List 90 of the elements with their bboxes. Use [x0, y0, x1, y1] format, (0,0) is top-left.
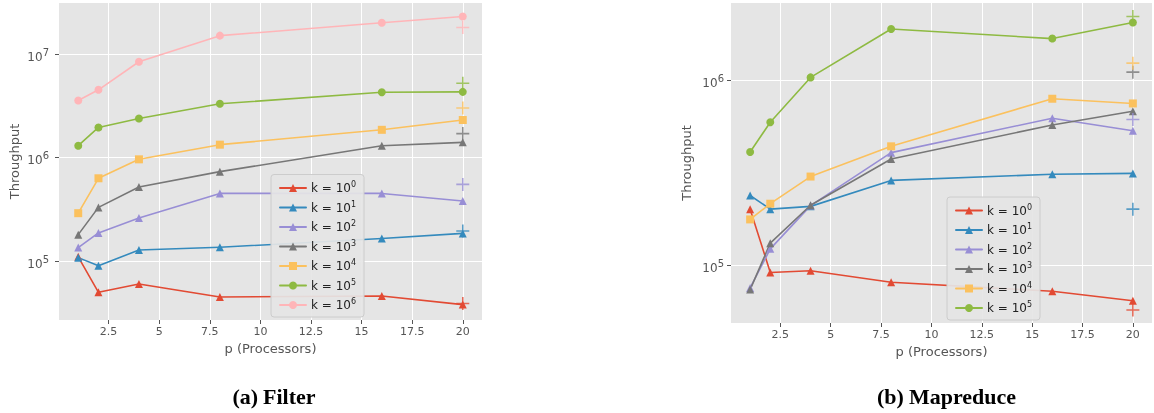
point	[377, 292, 386, 301]
point	[887, 155, 896, 164]
x-tick-label: 12.5	[969, 328, 995, 341]
x-axis-title: p (Processors)	[224, 341, 317, 356]
point	[215, 140, 224, 149]
point	[215, 243, 224, 252]
point	[134, 155, 143, 164]
point	[215, 99, 224, 108]
point	[456, 177, 470, 191]
point	[74, 209, 83, 218]
x-tick-label: 20	[1125, 328, 1140, 341]
x-tick-label: 15	[1025, 328, 1040, 341]
point	[456, 127, 470, 141]
x-tick-label: 20	[455, 325, 470, 338]
point	[1126, 202, 1140, 216]
point	[377, 141, 386, 150]
point	[94, 174, 103, 183]
point	[377, 125, 386, 134]
text: (a) Filter	[232, 383, 316, 409]
point	[766, 199, 775, 208]
point	[215, 167, 224, 176]
point	[458, 197, 467, 206]
point	[134, 214, 143, 223]
y-tick-label: 10$^{6}$	[702, 71, 724, 91]
y-axis-title: Throughput	[7, 123, 22, 201]
point	[134, 182, 143, 191]
x-tick-label: 10	[253, 325, 268, 338]
point	[377, 88, 386, 97]
x-tick-label: 2.5	[771, 328, 790, 341]
point	[74, 141, 83, 150]
point	[134, 245, 143, 254]
x-tick-label: 17.5	[399, 325, 425, 338]
x-tick-label: 7.5	[201, 325, 219, 338]
point	[1048, 120, 1057, 129]
point	[746, 215, 755, 224]
point	[1048, 94, 1057, 103]
point	[215, 293, 224, 302]
point	[1128, 99, 1137, 108]
x-tick-label: 7.5	[872, 328, 890, 341]
point	[94, 203, 103, 212]
point	[1126, 56, 1140, 70]
y-axis-title: Throughput	[679, 125, 694, 202]
point	[215, 31, 224, 40]
point	[806, 266, 815, 275]
point	[377, 18, 386, 27]
point	[456, 20, 470, 34]
x-tick-label: 2.5	[99, 325, 118, 338]
x-tick-label: 10	[924, 328, 939, 341]
point	[1126, 113, 1140, 127]
point	[456, 76, 470, 90]
point	[94, 288, 103, 297]
x-axis-title: p (Processors)	[895, 344, 988, 359]
y-tick-label: 10$^{7}$	[27, 45, 49, 65]
point	[134, 114, 143, 123]
point	[458, 12, 467, 21]
y-tick-label: 10$^{5}$	[702, 256, 724, 276]
point	[746, 205, 755, 214]
point	[1048, 34, 1057, 43]
point	[94, 85, 103, 94]
point	[458, 87, 467, 96]
point	[456, 296, 470, 310]
point	[74, 230, 83, 239]
point	[456, 101, 470, 115]
text: (b) Mapreduce	[876, 383, 1017, 409]
x-tick-label: 5	[827, 328, 835, 341]
point	[94, 123, 103, 132]
point	[1128, 126, 1137, 135]
point	[766, 118, 775, 127]
point	[887, 142, 896, 151]
x-tick-label: 5	[155, 325, 163, 338]
y-tick-label: 10$^{5}$	[27, 253, 49, 273]
point	[377, 234, 386, 243]
point	[94, 261, 103, 270]
y-tick-label: 10$^{6}$	[27, 149, 49, 169]
point	[456, 224, 470, 238]
point	[74, 243, 83, 252]
point	[887, 25, 896, 34]
point	[1126, 303, 1140, 317]
point	[458, 116, 467, 125]
point	[806, 73, 815, 82]
x-tick-label: 12.5	[298, 325, 324, 338]
point	[74, 96, 83, 105]
x-tick-label: 15	[354, 325, 369, 338]
point	[134, 280, 143, 289]
point	[746, 148, 755, 157]
point	[1128, 296, 1137, 305]
x-tick-label: 17.5	[1070, 328, 1095, 341]
point	[94, 228, 103, 237]
point	[134, 57, 143, 66]
point	[806, 172, 815, 181]
